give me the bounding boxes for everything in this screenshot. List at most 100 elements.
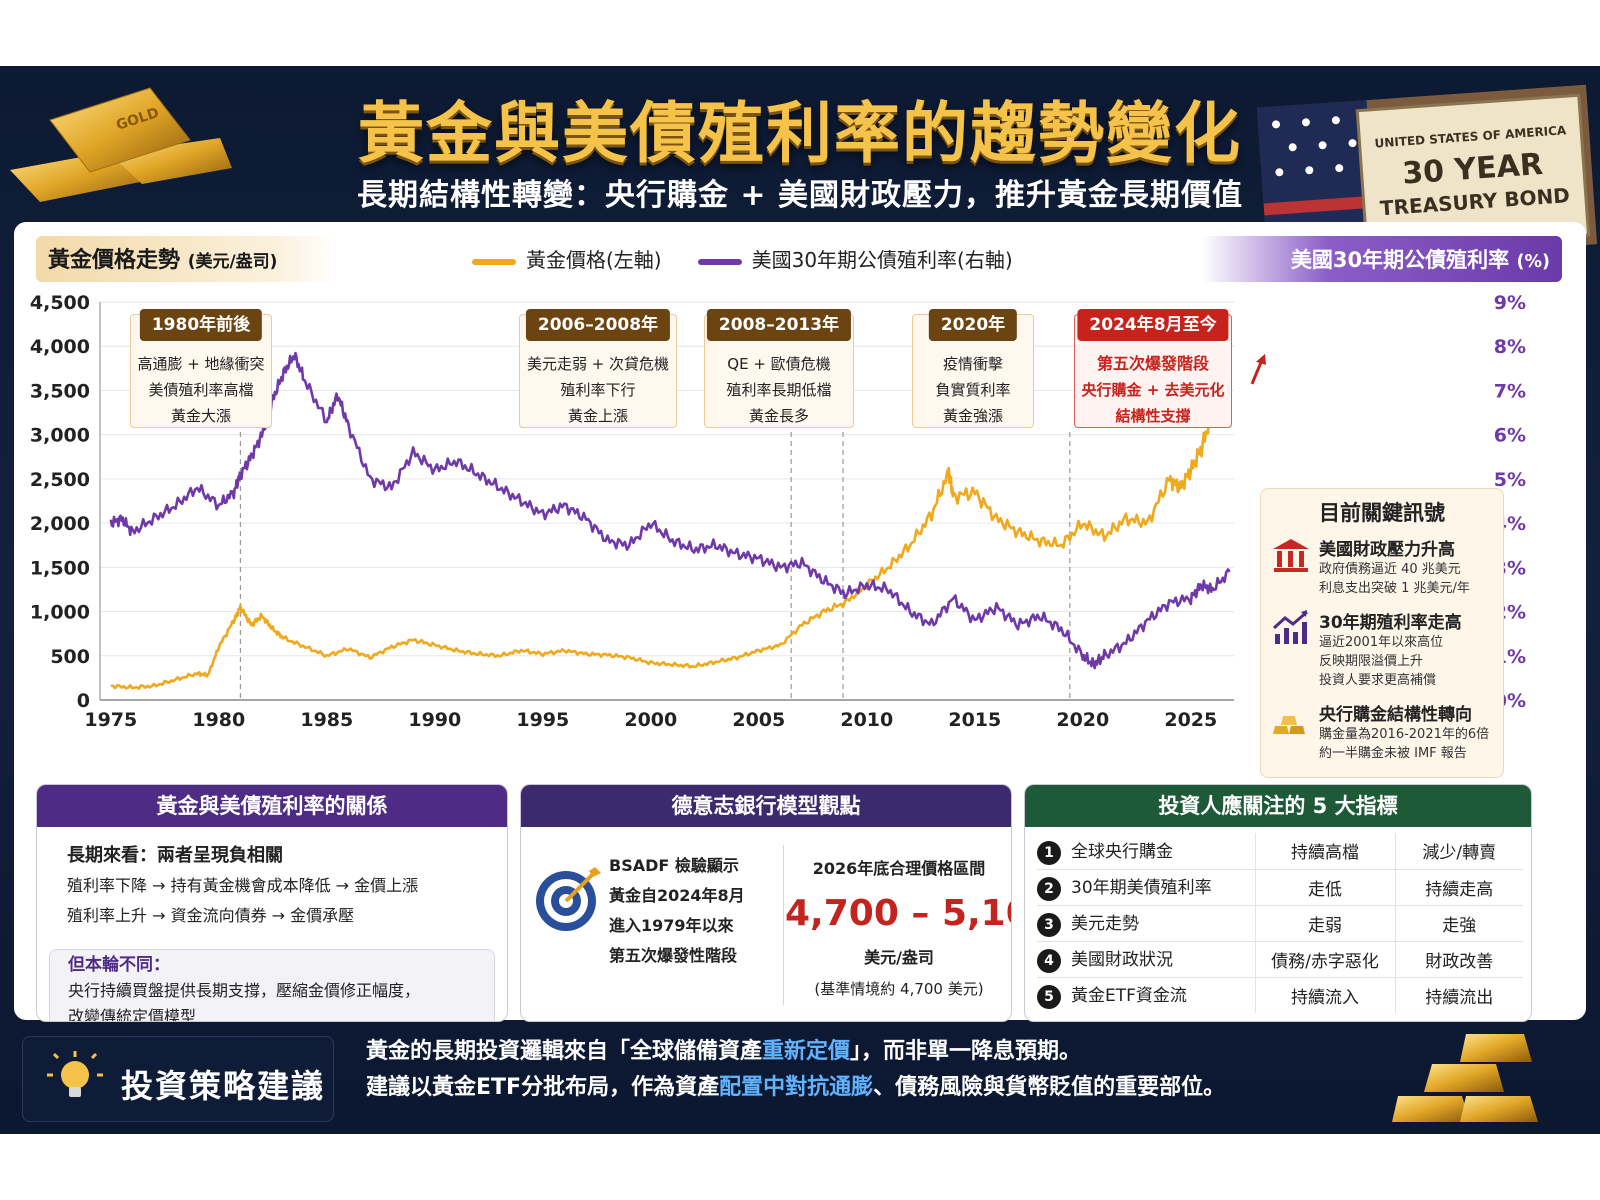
rising-chart-icon bbox=[1271, 608, 1311, 690]
indicator-bullish: 持續流入 bbox=[1254, 977, 1396, 1013]
indicator-bearish: 持續走高 bbox=[1395, 869, 1523, 906]
event-line: 殖利率下行 bbox=[560, 381, 636, 399]
indicator-name: 黃金ETF資金流 bbox=[1071, 986, 1187, 1007]
x-tick-label: 1995 bbox=[516, 709, 569, 731]
legend-item-yield: 美國30年期公債殖利率(右軸) bbox=[697, 244, 1013, 273]
legend-item-gold: 黃金價格(左軸) bbox=[472, 244, 662, 273]
y-left-tick-label: 500 bbox=[50, 646, 90, 668]
event-title: 2020年 bbox=[928, 309, 1018, 341]
table-row: 1 全球央行購金 持續高檔 減少/轉賣 bbox=[1037, 833, 1523, 870]
y-right-tick-label: 7% bbox=[1494, 380, 1526, 402]
relation-line: 殖利率上升 → 資金流向債券 → 金價承壓 bbox=[67, 906, 355, 925]
key-signals-title: 目前關鍵訊號 bbox=[1319, 501, 1445, 525]
x-tick-label: 2020 bbox=[1056, 709, 1109, 731]
poster: GOLD 黃金與美債殖利率的趨勢變化 長期結構性轉變：央行購金 + 美國財政壓力… bbox=[0, 66, 1600, 1134]
price-range-label: 2026年底合理價格區間 bbox=[812, 859, 986, 878]
indicator-bullish: 債務/赤字惡化 bbox=[1254, 941, 1396, 978]
price-range-unit: 美元/盎司 bbox=[864, 948, 934, 967]
strategy-text: 黃金的長期投資邏輯來自「全球儲備資產重新定價」，而非單一降息預期。 建議以黃金E… bbox=[366, 1034, 1366, 1106]
relation-card: 黃金與美債殖利率的關係 長期來看：兩者呈現負相關 殖利率下降 → 持有黃金機會成… bbox=[36, 784, 508, 1022]
legend-label-yield: 美國30年期公債殖利率(右軸) bbox=[751, 248, 1013, 272]
signal-item: 30年期殖利率走高 逼近2001年以來高位 反映期限溢價上升 投資人要求更高補償 bbox=[1271, 608, 1493, 690]
signal-line: 逼近2001年以來高位 bbox=[1319, 635, 1444, 650]
indicator-number: 1 bbox=[1037, 840, 1061, 865]
indicator-name: 全球央行購金 bbox=[1071, 841, 1173, 862]
right-axis-title: 美國30年期公債殖利率 (%) bbox=[1202, 236, 1562, 282]
indicator-number: 2 bbox=[1037, 877, 1061, 901]
gold-bars-image-bottom bbox=[1392, 1034, 1538, 1122]
chart-legend: 黃金價格(左軸) 美國30年期公債殖利率(右軸) bbox=[472, 244, 1013, 273]
x-tick-label: 2005 bbox=[732, 709, 785, 731]
left-axis-title: 黃金價格走勢 (美元/盎司) bbox=[36, 236, 336, 282]
event-line: 疫情衝擊 bbox=[942, 355, 1003, 373]
x-tick-label: 1975 bbox=[84, 709, 137, 731]
base-case-note: (基準情境約 4,700 美元) bbox=[814, 980, 984, 998]
y-left-tick-label: 3,500 bbox=[30, 380, 90, 402]
relation-heading: 長期來看：兩者呈現負相關 bbox=[67, 845, 283, 866]
y-left-tick-label: 2,500 bbox=[30, 469, 90, 491]
strategy-line-1: 黃金的長期投資邏輯來自「全球儲備資產重新定價」，而非單一降息預期。 bbox=[366, 1034, 1366, 1070]
price-range-value: 4,700 – 5,100 bbox=[785, 893, 1011, 934]
signal-item: 美國財政壓力升高 政府債務逼近 40 兆美元 利息支出突破 1 兆美元/年 bbox=[1271, 535, 1493, 598]
indicators-table: 1 全球央行購金 持續高檔 減少/轉賣 2 30年期美債殖利率 走低 持續走高 3 美元走勢 走… bbox=[1037, 833, 1523, 1013]
strategy-title-box: 投資策略建議 bbox=[22, 1036, 334, 1122]
indicators-card-title: 投資人應關注的 5 大指標 bbox=[1025, 785, 1531, 827]
indicator-bullish: 持續高檔 bbox=[1254, 833, 1396, 870]
relation-line: 殖利率下降 → 持有黃金機會成本降低 → 金價上漲 bbox=[67, 876, 419, 895]
table-row: 2 30年期美債殖利率 走低 持續走高 bbox=[1037, 869, 1523, 906]
y-left-tick-label: 4,000 bbox=[30, 336, 90, 358]
legend-swatch-yield bbox=[697, 258, 742, 265]
event-line: 黃金大漲 bbox=[170, 407, 231, 425]
event-box-2006: 2006–2008年 美元走弱 + 次貸危機 殖利率下行 黃金上漲 bbox=[519, 309, 677, 428]
indicator-number: 5 bbox=[1037, 985, 1061, 1010]
right-axis-unit: (%) bbox=[1516, 252, 1550, 272]
x-tick-label: 2010 bbox=[840, 709, 893, 731]
strategy-highlight: 配置中對抗通膨 bbox=[719, 1075, 874, 1100]
relation-card-title: 黃金與美債殖利率的關係 bbox=[37, 785, 507, 827]
event-line: QE + 歐債危機 bbox=[727, 355, 831, 373]
yield-line bbox=[109, 351, 1231, 670]
event-box-2020: 2020年 疫情衝擊 負實質利率 黃金強漲 bbox=[912, 309, 1034, 428]
deutsche-card: 德意志銀行模型觀點 BSADF 檢驗顯示 黃金自2024年8月 進入1979年以… bbox=[520, 784, 1012, 1022]
left-axis-title-text: 黃金價格走勢 bbox=[48, 248, 181, 273]
event-line: 高通膨 + 地緣衝突 bbox=[137, 355, 265, 373]
key-signals-box: 目前關鍵訊號 美國財政壓力升高 政府債務逼近 40 兆美元 利息支出突破 1 兆美元… bbox=[1260, 488, 1504, 778]
indicator-bearish: 財政改善 bbox=[1395, 941, 1523, 978]
y-right-tick-label: 9% bbox=[1494, 292, 1526, 314]
relation-note-line: 央行持續買盤提供長期支撐，壓縮金價修正幅度， bbox=[68, 981, 421, 1000]
x-tick-label: 2025 bbox=[1164, 709, 1217, 731]
event-box-2008: 2008–2013年 QE + 歐債危機 殖利率長期低檔 黃金長多 bbox=[704, 309, 854, 428]
event-line: 美元走弱 + 次貸危機 bbox=[526, 355, 670, 373]
y-right-tick-label: 8% bbox=[1494, 336, 1526, 358]
event-title: 2024年8月至今 bbox=[1077, 309, 1229, 341]
signal-line: 利息支出突破 1 兆美元/年 bbox=[1319, 581, 1470, 596]
signal-title: 央行購金結構性轉向 bbox=[1319, 705, 1472, 725]
y-left-tick-label: 1,000 bbox=[30, 602, 90, 624]
indicator-bullish: 走弱 bbox=[1254, 905, 1396, 942]
legend-swatch-gold bbox=[472, 258, 516, 265]
x-tick-label: 2000 bbox=[624, 709, 677, 731]
target-icon bbox=[536, 867, 601, 931]
gold-bars-icon bbox=[1271, 700, 1311, 763]
y-left-tick-label: 1,500 bbox=[30, 557, 90, 579]
signal-line: 反映期限溢價上升 bbox=[1319, 654, 1424, 669]
y-left-tick-label: 0 bbox=[77, 690, 90, 712]
indicator-name: 美元走勢 bbox=[1071, 914, 1139, 934]
legend-label-gold: 黃金價格(左軸) bbox=[526, 248, 662, 272]
bank-icon bbox=[1271, 535, 1311, 598]
event-line: 美債殖利率高檔 bbox=[148, 381, 254, 399]
right-axis-title-text: 美國30年期公債殖利率 bbox=[1290, 248, 1510, 272]
event-line: 黃金上漲 bbox=[567, 407, 628, 425]
deutsche-line: 第五次爆發性階段 bbox=[609, 946, 738, 965]
y-left-tick-label: 2,000 bbox=[30, 513, 90, 535]
indicator-name: 美國財政狀況 bbox=[1071, 950, 1173, 970]
signal-line: 投資人要求更高補償 bbox=[1319, 673, 1437, 688]
relation-note-line: 改變傳統定價模型 bbox=[68, 1007, 197, 1022]
y-right-tick-label: 6% bbox=[1494, 425, 1526, 447]
y-left-tick-label: 3,000 bbox=[30, 425, 90, 447]
event-title: 2006–2008年 bbox=[525, 309, 671, 341]
signal-item: 央行購金結構性轉向 購金量為2016-2021年的6倍 約一半購金未被 IMF 報告 bbox=[1271, 700, 1493, 763]
y-left-tick-label: 4,500 bbox=[30, 292, 90, 314]
indicator-bearish: 減少/轉賣 bbox=[1395, 833, 1523, 870]
